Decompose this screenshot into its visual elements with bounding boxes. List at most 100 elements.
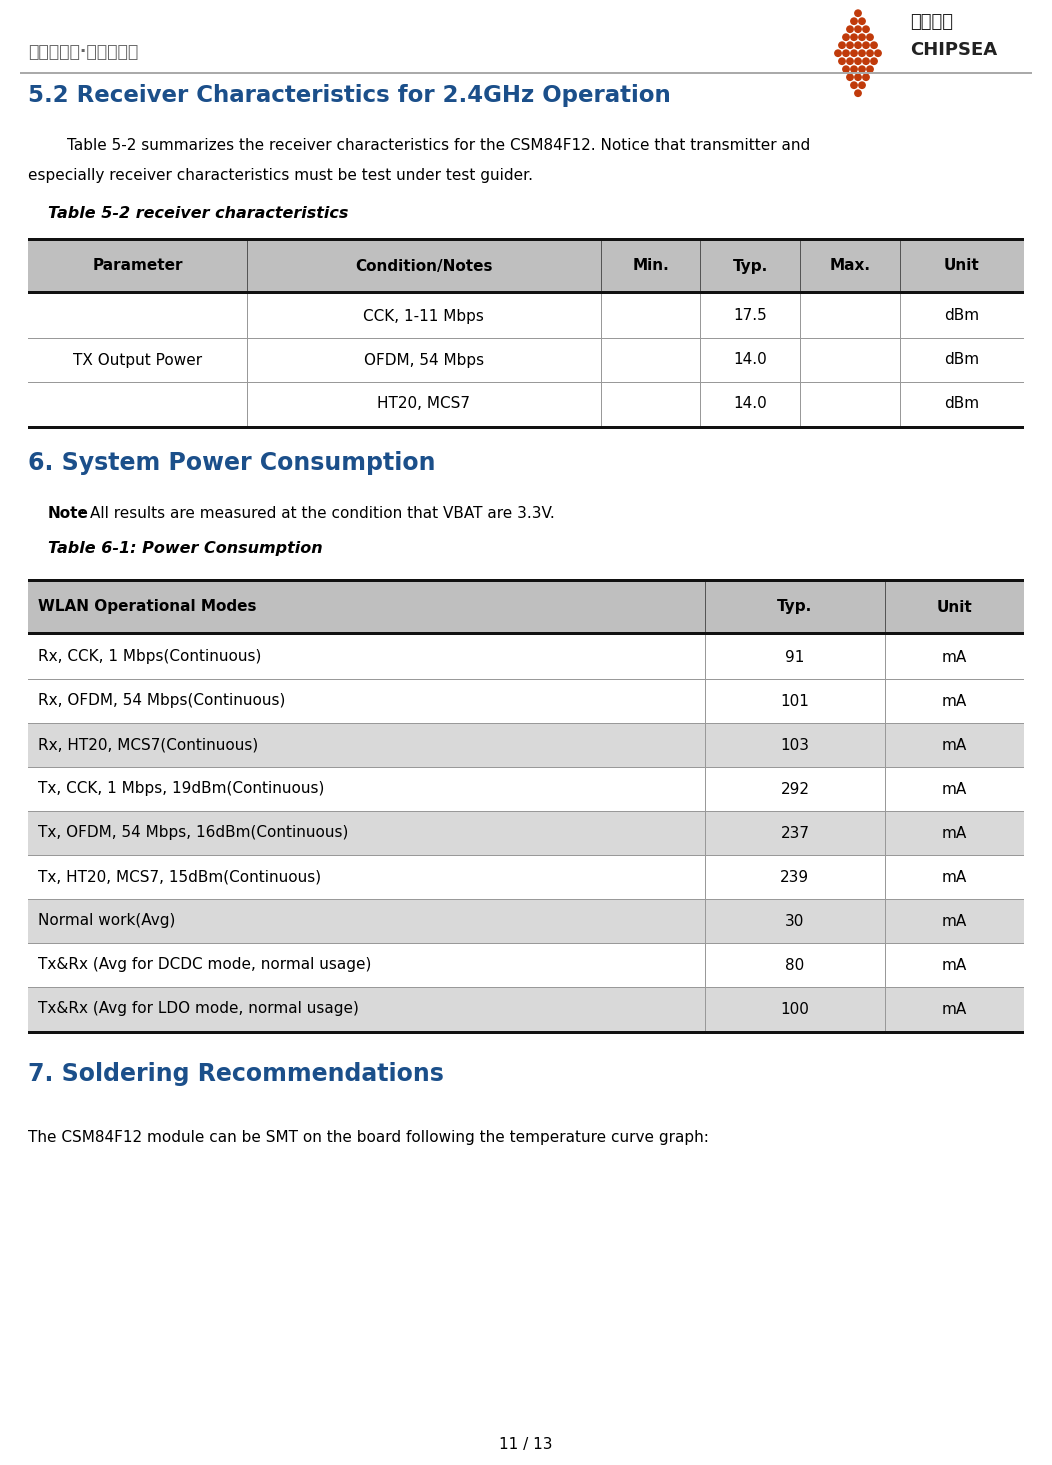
Bar: [28, 237, 1024, 242]
Circle shape: [838, 42, 845, 48]
Text: Typ.: Typ.: [777, 599, 812, 614]
Text: Tx&Rx (Avg for DCDC mode, normal usage): Tx&Rx (Avg for DCDC mode, normal usage): [38, 958, 371, 973]
Text: HT20, MCS7: HT20, MCS7: [378, 397, 470, 412]
Text: Max.: Max.: [829, 258, 870, 274]
Text: Unit: Unit: [936, 599, 972, 614]
Circle shape: [855, 59, 862, 64]
Text: 100: 100: [781, 1002, 809, 1017]
Text: TX Output Power: TX Output Power: [73, 353, 202, 368]
Circle shape: [851, 66, 857, 72]
Circle shape: [871, 59, 877, 64]
Circle shape: [871, 42, 877, 48]
Circle shape: [855, 26, 862, 32]
Text: 101: 101: [781, 693, 809, 709]
Bar: [28, 292, 1024, 294]
Bar: [28, 987, 1024, 1031]
Text: mA: mA: [942, 649, 967, 665]
Text: 14.0: 14.0: [733, 397, 767, 412]
Circle shape: [867, 66, 873, 72]
Text: mA: mA: [942, 1002, 967, 1017]
Circle shape: [855, 75, 862, 81]
Text: Normal work(Avg): Normal work(Avg): [38, 914, 176, 929]
Circle shape: [863, 26, 869, 32]
Text: dBm: dBm: [945, 309, 979, 324]
Text: Tx, HT20, MCS7, 15dBm(Continuous): Tx, HT20, MCS7, 15dBm(Continuous): [38, 870, 321, 885]
Bar: [28, 943, 1024, 987]
Circle shape: [843, 34, 849, 41]
Text: 6. System Power Consumption: 6. System Power Consumption: [28, 451, 436, 475]
Bar: [28, 856, 1024, 900]
Text: 292: 292: [781, 781, 809, 797]
Text: 聚点滴之芯·成浩瀚之海: 聚点滴之芯·成浩瀚之海: [28, 42, 138, 62]
Text: Tx, CCK, 1 Mbps, 19dBm(Continuous): Tx, CCK, 1 Mbps, 19dBm(Continuous): [38, 781, 324, 797]
Text: Unit: Unit: [944, 258, 979, 274]
Circle shape: [867, 34, 873, 41]
Circle shape: [858, 66, 865, 72]
Circle shape: [863, 42, 869, 48]
Text: Rx, CCK, 1 Mbps(Continuous): Rx, CCK, 1 Mbps(Continuous): [38, 649, 261, 665]
Text: Condition/Notes: Condition/Notes: [356, 258, 492, 274]
Circle shape: [847, 26, 853, 32]
Circle shape: [855, 89, 862, 97]
Bar: [28, 631, 1024, 634]
Text: 7. Soldering Recommendations: 7. Soldering Recommendations: [28, 1062, 444, 1086]
Circle shape: [855, 42, 862, 48]
Text: 237: 237: [781, 825, 809, 841]
Bar: [28, 900, 1024, 943]
Text: dBm: dBm: [945, 353, 979, 368]
Text: The CSM84F12 module can be SMT on the board following the temperature curve grap: The CSM84F12 module can be SMT on the bo…: [28, 1130, 709, 1146]
Text: especially receiver characteristics must be test under test guider.: especially receiver characteristics must…: [28, 168, 533, 183]
Bar: [28, 768, 1024, 812]
Circle shape: [863, 59, 869, 64]
Circle shape: [858, 82, 865, 88]
Bar: [28, 382, 1024, 426]
Text: mA: mA: [942, 870, 967, 885]
Circle shape: [863, 75, 869, 81]
Text: Table 5-2 summarizes the receiver characteristics for the CSM84F12. Notice that : Table 5-2 summarizes the receiver charac…: [28, 138, 810, 152]
Circle shape: [847, 59, 853, 64]
Circle shape: [835, 50, 842, 56]
Text: 103: 103: [781, 737, 809, 753]
Circle shape: [847, 75, 853, 81]
Text: mA: mA: [942, 693, 967, 709]
Text: 239: 239: [781, 870, 809, 885]
Text: mA: mA: [942, 914, 967, 929]
Text: CHIPSEA: CHIPSEA: [910, 41, 997, 59]
Text: mA: mA: [942, 958, 967, 973]
Text: 80: 80: [785, 958, 805, 973]
Text: 30: 30: [785, 914, 805, 929]
Bar: [28, 426, 1024, 429]
Text: 17.5: 17.5: [733, 309, 767, 324]
Text: Typ.: Typ.: [732, 258, 768, 274]
Text: 11 / 13: 11 / 13: [500, 1437, 552, 1452]
Bar: [28, 338, 1024, 382]
Text: Tx&Rx (Avg for LDO mode, normal usage): Tx&Rx (Avg for LDO mode, normal usage): [38, 1002, 359, 1017]
Bar: [28, 579, 1024, 582]
Text: Parameter: Parameter: [93, 258, 183, 274]
Circle shape: [847, 42, 853, 48]
Circle shape: [851, 18, 857, 25]
Text: Rx, HT20, MCS7(Continuous): Rx, HT20, MCS7(Continuous): [38, 737, 258, 753]
Circle shape: [867, 50, 873, 56]
Text: mA: mA: [942, 781, 967, 797]
Circle shape: [858, 50, 865, 56]
Circle shape: [851, 82, 857, 88]
Text: Table 6-1: Power Consumption: Table 6-1: Power Consumption: [48, 541, 323, 557]
Text: dBm: dBm: [945, 397, 979, 412]
Bar: [28, 678, 1024, 724]
Circle shape: [858, 34, 865, 41]
Circle shape: [851, 34, 857, 41]
Circle shape: [855, 10, 862, 16]
Circle shape: [858, 18, 865, 25]
Text: Rx, OFDM, 54 Mbps(Continuous): Rx, OFDM, 54 Mbps(Continuous): [38, 693, 285, 709]
Bar: [28, 724, 1024, 768]
Bar: [20, 72, 1032, 73]
Bar: [28, 582, 1024, 631]
Text: WLAN Operational Modes: WLAN Operational Modes: [38, 599, 257, 614]
Circle shape: [875, 50, 882, 56]
Text: 14.0: 14.0: [733, 353, 767, 368]
Bar: [28, 1031, 1024, 1034]
Text: OFDM, 54 Mbps: OFDM, 54 Mbps: [364, 353, 484, 368]
Text: : All results are measured at the condition that VBAT are 3.3V.: : All results are measured at the condit…: [80, 505, 554, 522]
Text: mA: mA: [942, 825, 967, 841]
